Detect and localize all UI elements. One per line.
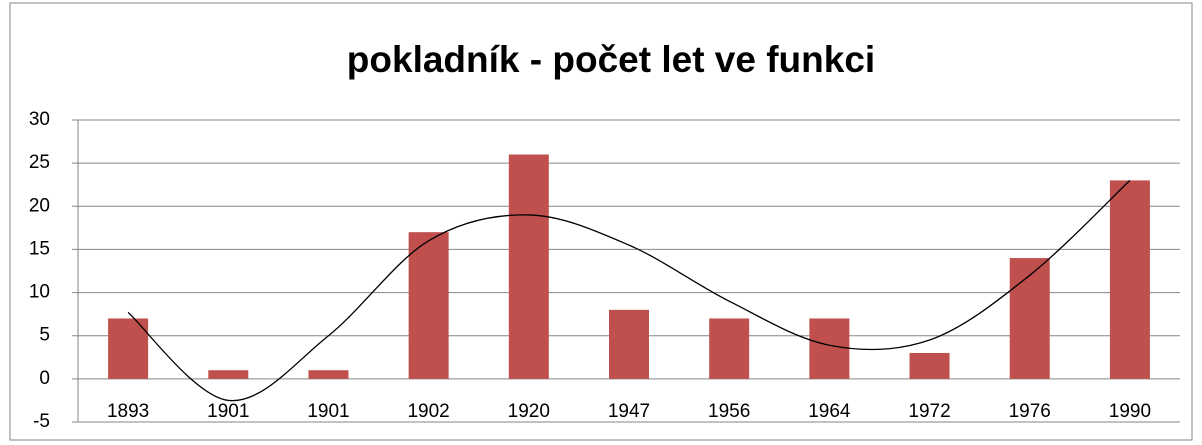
bar xyxy=(108,318,149,379)
y-tick-label: 20 xyxy=(29,195,50,216)
bar xyxy=(1109,180,1150,379)
bar xyxy=(308,370,349,379)
y-tick-label: 10 xyxy=(29,282,50,303)
x-tick-label: 1893 xyxy=(107,401,149,422)
bar xyxy=(408,232,449,379)
y-tick-label: 0 xyxy=(39,368,50,389)
chart-title: pokladník - počet let ve funkci xyxy=(347,39,875,80)
x-tick-label: 1901 xyxy=(207,401,249,422)
chart-border xyxy=(9,2,1193,441)
y-tick-label: 15 xyxy=(29,238,50,259)
x-tick-label: 1976 xyxy=(1009,401,1051,422)
trendline xyxy=(127,179,1131,402)
x-tick-label: 1972 xyxy=(908,401,950,422)
x-tick-label: 1956 xyxy=(708,401,750,422)
y-tick-label: 5 xyxy=(39,325,50,346)
y-tick-label: -5 xyxy=(33,411,50,432)
y-tick-label: 25 xyxy=(29,152,50,173)
x-tick-label: 1990 xyxy=(1109,401,1151,422)
x-tick-label: 1902 xyxy=(407,401,449,422)
bar xyxy=(1009,258,1050,379)
x-tick-label: 1901 xyxy=(307,401,349,422)
bar xyxy=(709,318,750,379)
y-tick-label: 30 xyxy=(29,109,50,130)
x-tick-label: 1920 xyxy=(508,401,550,422)
bar xyxy=(208,370,249,379)
bar xyxy=(508,154,549,379)
bar xyxy=(809,318,850,379)
bar xyxy=(609,309,649,379)
x-tick-label: 1964 xyxy=(808,401,851,422)
bar xyxy=(909,352,950,379)
x-tick-label: 1947 xyxy=(608,401,650,422)
